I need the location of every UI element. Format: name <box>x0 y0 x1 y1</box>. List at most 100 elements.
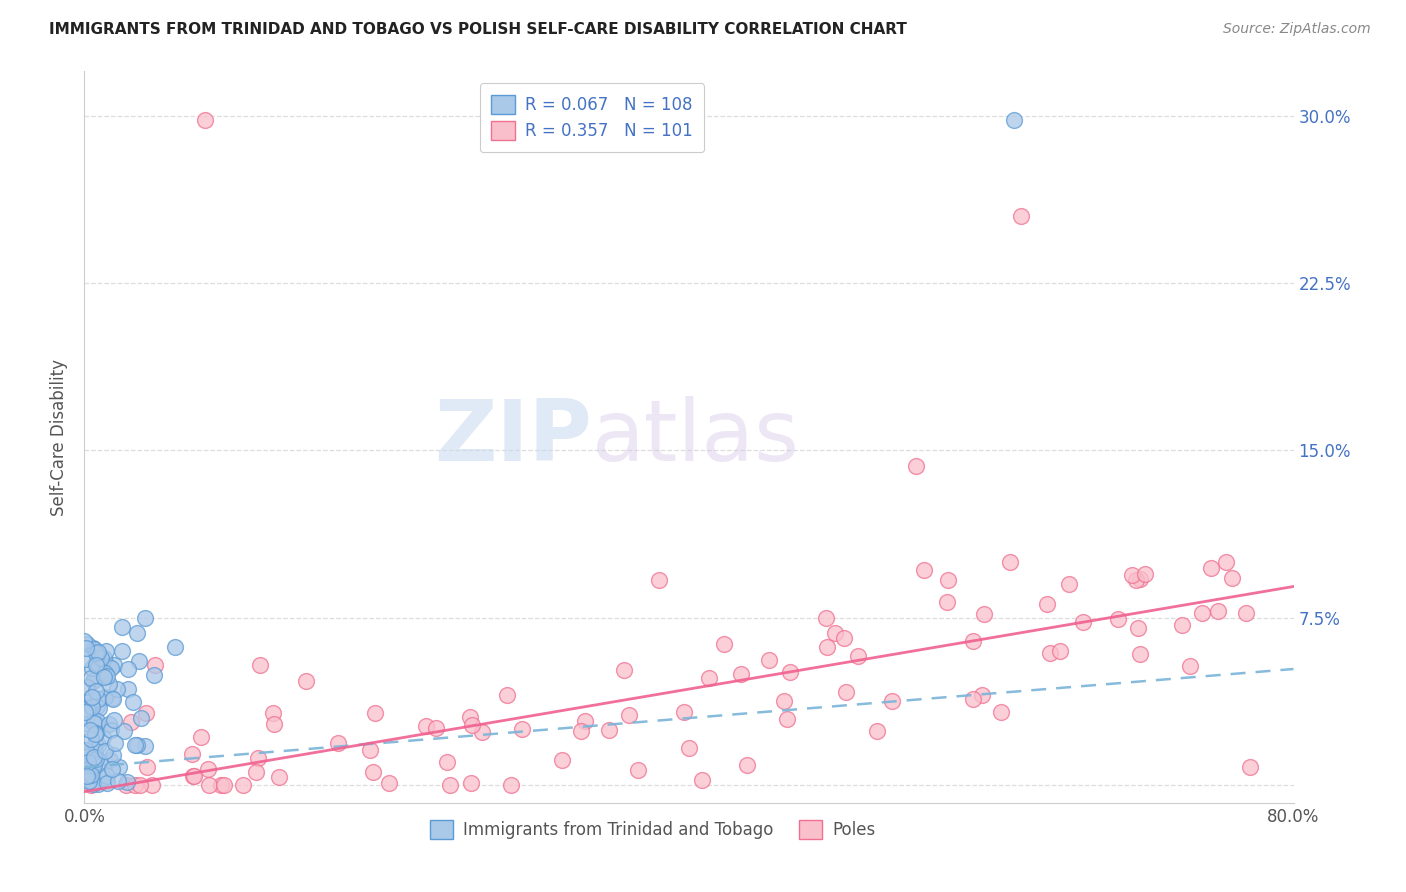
Point <box>107 760 129 774</box>
Point <box>86 714 108 728</box>
Point <box>735 757 758 772</box>
Point <box>1039 646 1062 660</box>
Point <box>82 777 104 791</box>
Point <box>128 778 150 792</box>
Point <box>246 751 269 765</box>
Point <box>128 654 150 668</box>
Point <box>1071 615 1094 629</box>
Legend: Immigrants from Trinidad and Tobago, Poles: Immigrants from Trinidad and Tobago, Pol… <box>423 814 882 846</box>
Point <box>103 713 125 727</box>
Point <box>122 695 145 709</box>
Point <box>866 723 889 738</box>
Point <box>1220 571 1243 585</box>
Point <box>495 688 517 702</box>
Point <box>962 634 984 648</box>
Point <box>77 773 100 788</box>
Point <box>1180 659 1202 673</box>
Point <box>267 770 290 784</box>
Point <box>835 684 858 698</box>
Point <box>1002 113 1025 128</box>
Point <box>815 640 838 654</box>
Point <box>1036 597 1059 611</box>
Point <box>111 644 134 658</box>
Point <box>814 611 837 625</box>
Point <box>94 643 117 657</box>
Point <box>105 681 128 696</box>
Point <box>79 772 101 787</box>
Point <box>77 749 100 764</box>
Point <box>165 640 187 654</box>
Point <box>84 657 107 672</box>
Point <box>773 694 796 708</box>
Point <box>82 661 104 675</box>
Point <box>758 653 780 667</box>
Point <box>98 754 121 768</box>
Point <box>499 778 522 792</box>
Point <box>1107 612 1129 626</box>
Point <box>970 689 993 703</box>
Point <box>84 746 107 760</box>
Point <box>103 691 125 706</box>
Point <box>75 711 97 725</box>
Point <box>97 677 120 691</box>
Point <box>990 705 1012 719</box>
Point <box>84 725 107 739</box>
Point <box>83 758 105 772</box>
Point <box>120 714 142 729</box>
Point <box>94 690 117 704</box>
Point <box>142 667 165 681</box>
Point <box>1171 617 1194 632</box>
Point <box>363 764 385 779</box>
Text: Source: ZipAtlas.com: Source: ZipAtlas.com <box>1223 22 1371 37</box>
Point <box>1234 607 1257 621</box>
Point <box>471 725 494 739</box>
Point <box>181 769 204 783</box>
Point <box>87 738 110 752</box>
Point <box>904 459 927 474</box>
Point <box>80 700 103 714</box>
Point <box>97 659 120 673</box>
Point <box>79 745 101 759</box>
Point <box>627 764 650 778</box>
Point <box>82 754 104 768</box>
Point <box>111 620 134 634</box>
Point <box>79 770 101 784</box>
Point <box>209 778 232 792</box>
Point <box>77 702 100 716</box>
Point <box>80 778 103 792</box>
Point <box>84 726 107 740</box>
Point <box>460 776 482 790</box>
Point <box>1129 647 1152 661</box>
Point <box>90 665 112 679</box>
Point <box>125 738 148 752</box>
Point <box>824 626 846 640</box>
Point <box>117 774 139 789</box>
Text: ZIP: ZIP <box>434 395 592 479</box>
Point <box>936 573 959 587</box>
Point <box>1206 604 1229 618</box>
Point <box>117 682 139 697</box>
Point <box>690 773 713 788</box>
Point <box>1000 555 1022 569</box>
Point <box>779 665 801 680</box>
Point <box>730 666 752 681</box>
Point <box>96 769 118 783</box>
Point <box>129 711 152 725</box>
Point <box>776 713 799 727</box>
Point <box>1239 760 1261 774</box>
Point <box>1011 210 1033 224</box>
Point <box>80 698 103 713</box>
Point <box>127 626 149 640</box>
Point <box>619 707 641 722</box>
Point <box>84 725 107 739</box>
Point <box>378 776 401 790</box>
Point <box>83 673 105 687</box>
Point <box>100 723 122 738</box>
Point <box>141 778 163 792</box>
Point <box>1191 606 1213 620</box>
Point <box>713 636 735 650</box>
Point <box>212 778 235 792</box>
Point <box>107 773 129 788</box>
Point <box>76 681 98 695</box>
Point <box>93 772 115 786</box>
